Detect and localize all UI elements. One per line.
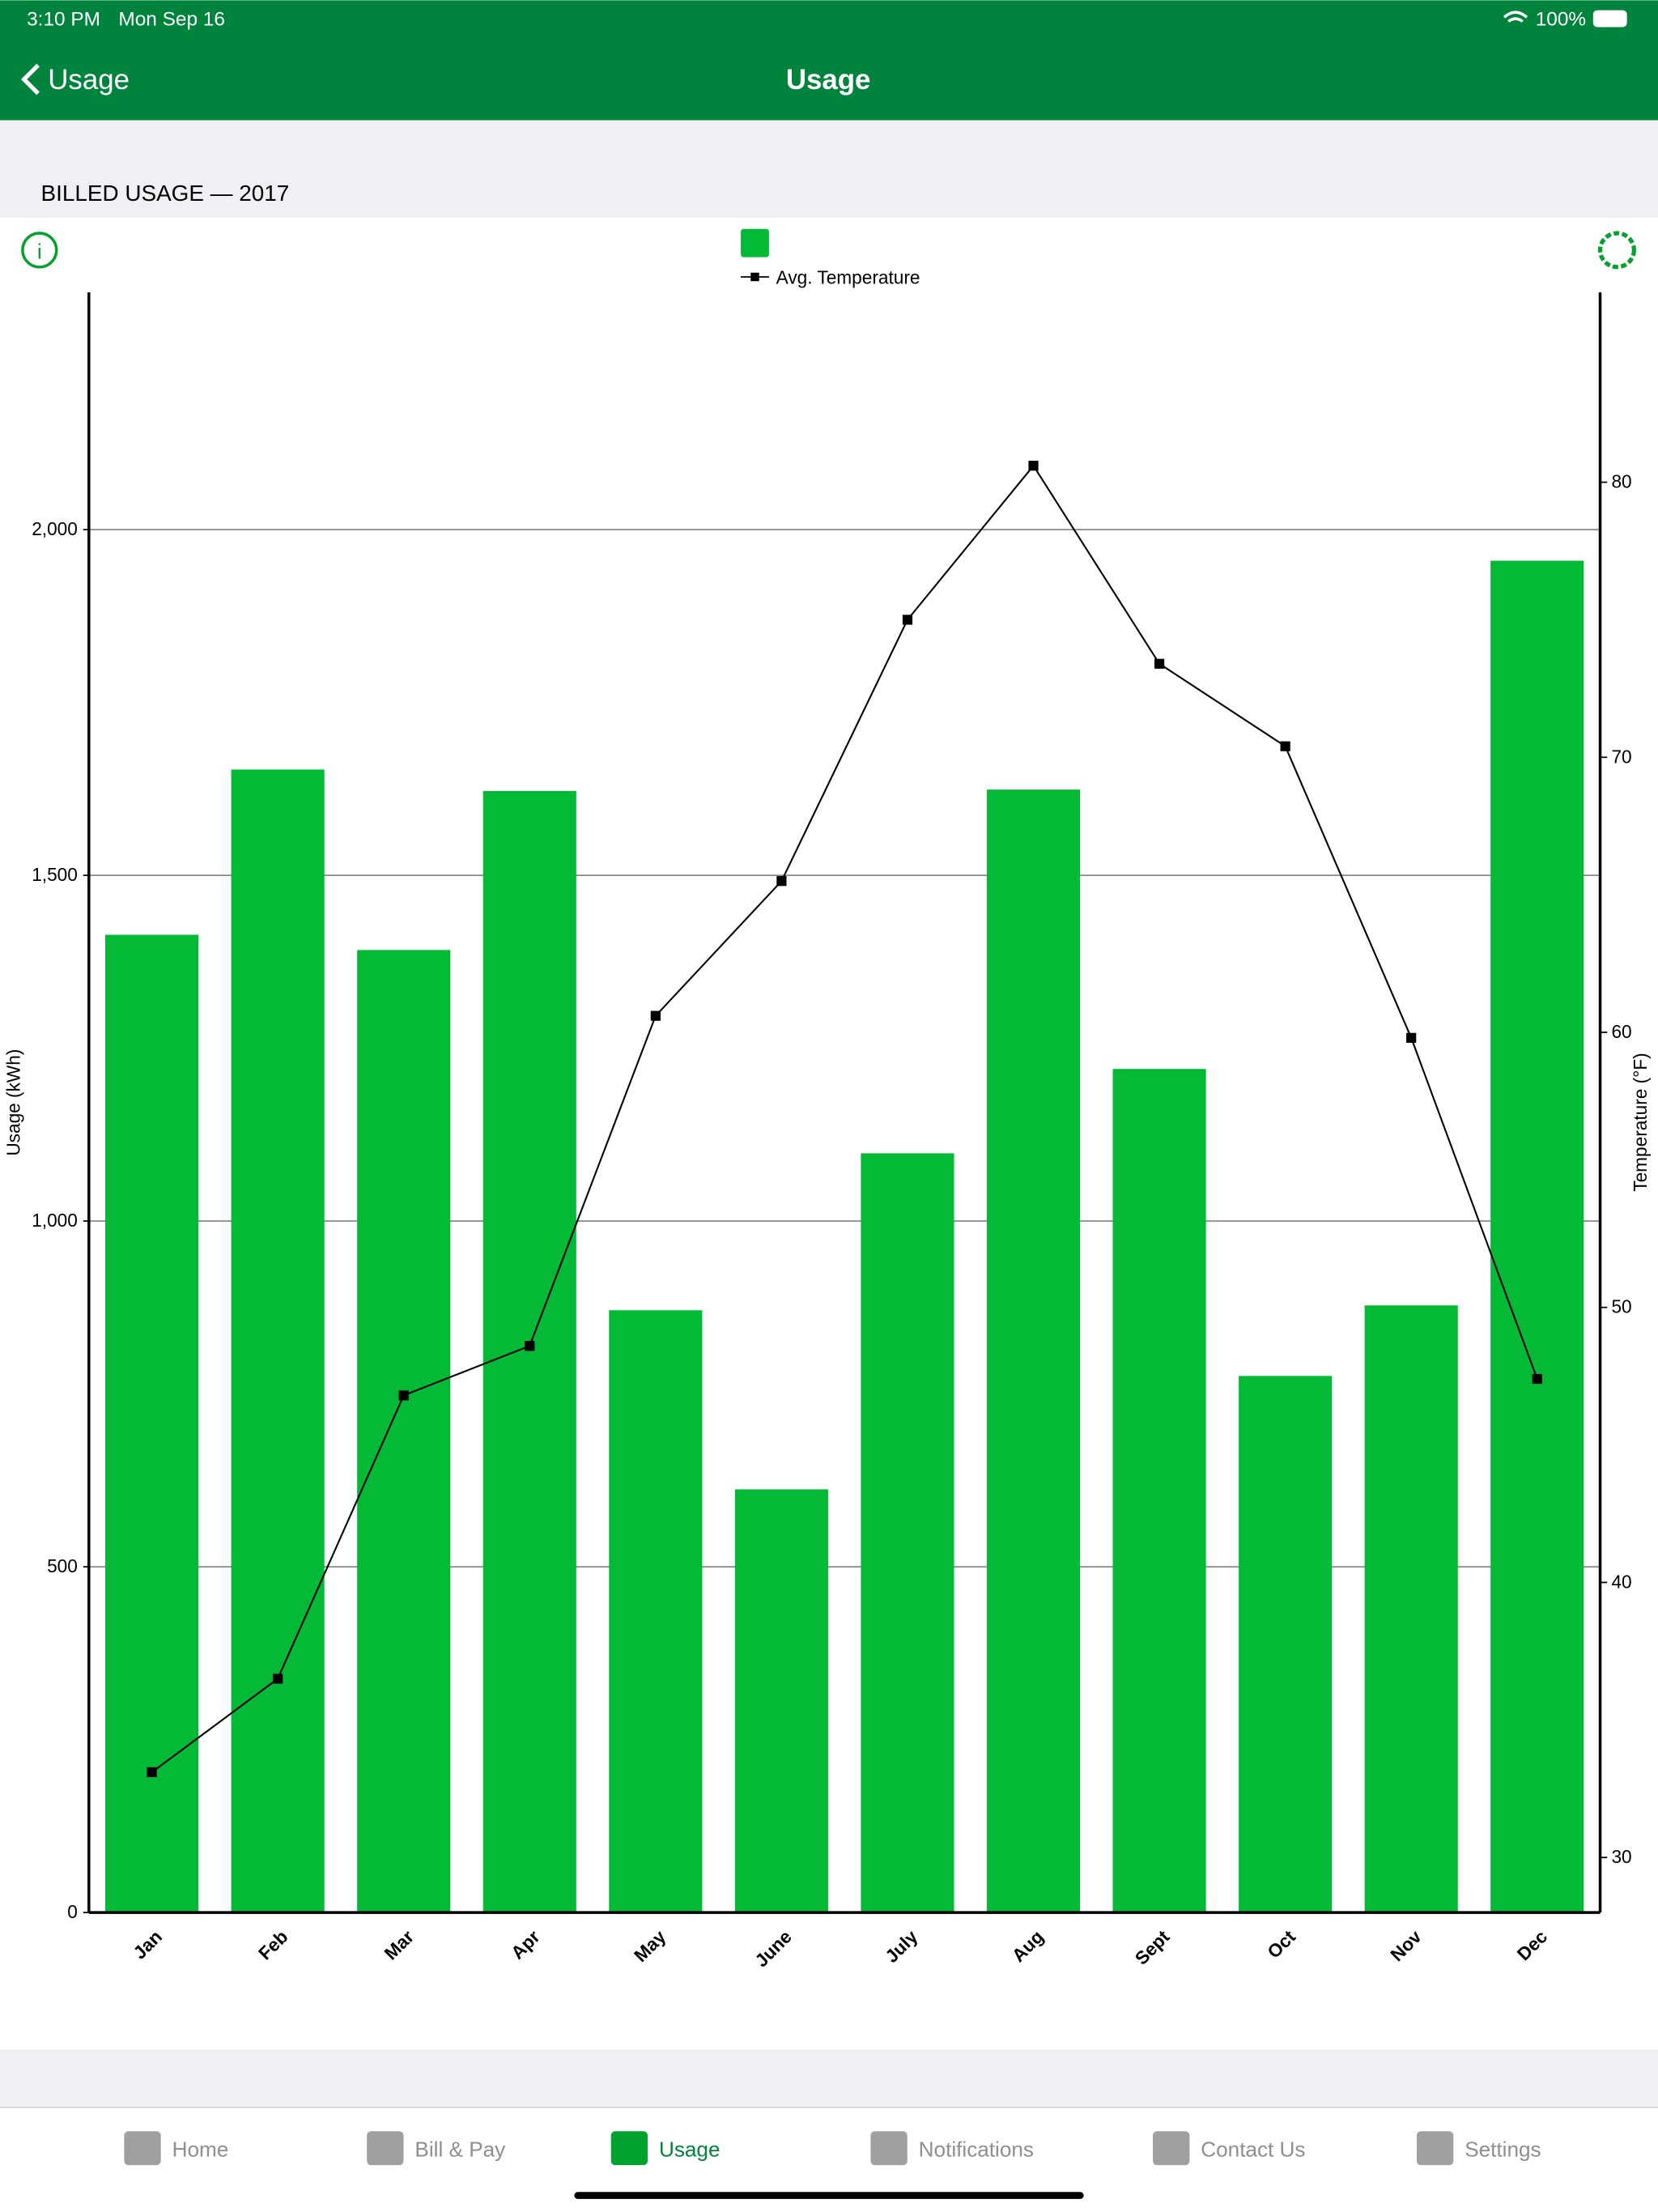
x-tick-label: Mar bbox=[380, 1926, 418, 1964]
bar bbox=[1364, 1305, 1458, 1913]
tab-label[interactable]: Bill & Pay bbox=[414, 2138, 506, 2162]
x-tick-label: Feb bbox=[254, 1926, 292, 1964]
tab-label[interactable]: Usage bbox=[659, 2138, 721, 2162]
tab-bar: Home Bill & Pay Usage Notifications Contact … bbox=[124, 2131, 1541, 2166]
battery-icon bbox=[1592, 10, 1627, 28]
bar bbox=[231, 769, 325, 1913]
x-tick-label: Oct bbox=[1263, 1925, 1299, 1962]
bar bbox=[1490, 560, 1584, 1913]
x-tick-label: Nov bbox=[1386, 1925, 1426, 1965]
bar bbox=[861, 1153, 954, 1913]
bar bbox=[734, 1489, 828, 1913]
legend-swatch bbox=[741, 228, 769, 257]
tab-label[interactable]: Settings bbox=[1465, 2138, 1541, 2162]
temperature-marker bbox=[1280, 741, 1290, 751]
info-button[interactable] bbox=[21, 232, 58, 269]
legend-marker bbox=[750, 272, 759, 282]
temperature-marker bbox=[902, 615, 913, 625]
temperature-line bbox=[151, 464, 1538, 1773]
back-button[interactable]: Usage bbox=[48, 64, 130, 96]
y2-tick-label: 30 bbox=[1611, 1846, 1631, 1867]
bar bbox=[483, 790, 576, 1913]
spacer bbox=[0, 2049, 1658, 2106]
tab-icon bbox=[1416, 2131, 1454, 2166]
temperature-marker bbox=[1406, 1032, 1417, 1043]
tab-label[interactable]: Home bbox=[172, 2138, 229, 2162]
temperature-marker bbox=[1028, 461, 1039, 471]
temperature-marker bbox=[650, 1010, 661, 1021]
x-tick-label: May bbox=[630, 1925, 670, 1966]
y-tick-label: 0 bbox=[67, 1901, 78, 1922]
back-chevron[interactable] bbox=[20, 63, 40, 96]
y2-axis-title: Temperature (°F) bbox=[1630, 1053, 1651, 1191]
temperature-marker bbox=[1154, 658, 1165, 669]
y-tick-label: 1,500 bbox=[32, 864, 78, 885]
y-axis-title: Usage (kWh) bbox=[2, 1049, 23, 1156]
home-indicator bbox=[574, 2192, 1084, 2199]
y-tick-label: 2,000 bbox=[32, 518, 78, 539]
bar bbox=[1112, 1069, 1206, 1913]
bar bbox=[1239, 1376, 1333, 1913]
y-tick-label: 500 bbox=[47, 1555, 78, 1576]
temperature-marker bbox=[1532, 1373, 1542, 1385]
tab-label[interactable]: Contact Us bbox=[1201, 2138, 1305, 2162]
tab-label[interactable]: Notifications bbox=[919, 2138, 1034, 2162]
bar bbox=[986, 789, 1081, 1913]
status-date: Mon Sep 16 bbox=[118, 9, 225, 31]
nav-bar bbox=[0, 0, 1658, 121]
temperature-marker bbox=[776, 876, 787, 887]
temperature-marker bbox=[525, 1341, 535, 1351]
y2-tick-label: 70 bbox=[1611, 746, 1631, 767]
y2-tick-label: 50 bbox=[1611, 1296, 1631, 1317]
bar bbox=[357, 950, 451, 1913]
x-tick-label: Sept bbox=[1130, 1925, 1173, 1968]
tab-icon bbox=[367, 2131, 404, 2166]
temperature-marker bbox=[398, 1390, 409, 1401]
y-tick-label: 1,000 bbox=[32, 1210, 78, 1231]
settings-chart-button[interactable] bbox=[1597, 231, 1636, 270]
x-tick-label: Aug bbox=[1007, 1926, 1048, 1967]
temperature-marker bbox=[273, 1674, 283, 1684]
tab-icon bbox=[1153, 2131, 1190, 2166]
y2-tick-label: 40 bbox=[1611, 1571, 1631, 1592]
section-header bbox=[0, 120, 1658, 218]
x-tick-label: Dec bbox=[1512, 1926, 1551, 1965]
status-time: 3:10 PM bbox=[27, 9, 100, 31]
nav-title: Usage bbox=[786, 64, 871, 96]
section-title: BILLED USAGE — 2017 bbox=[41, 181, 290, 206]
bar bbox=[609, 1310, 703, 1913]
status-battery: 100% bbox=[1536, 9, 1586, 31]
wifi-icon bbox=[1503, 11, 1528, 23]
legend-label: Avg. Temperature bbox=[776, 267, 920, 288]
x-tick-label: July bbox=[881, 1925, 922, 1967]
bar bbox=[105, 934, 199, 1913]
x-tick-label: Apr bbox=[507, 1926, 544, 1963]
tab-icon bbox=[124, 2131, 161, 2166]
y2-tick-label: 60 bbox=[1611, 1021, 1631, 1042]
chart: 0 500 1,000 1,500 2,000 30 40 50 60 70 80 Usage (kW… bbox=[2, 228, 1651, 1972]
info-icon: i bbox=[37, 239, 42, 263]
temperature-marker bbox=[147, 1767, 157, 1777]
tab-icon bbox=[870, 2131, 908, 2166]
x-tick-label: June bbox=[750, 1926, 796, 1972]
x-tick-label: Jan bbox=[129, 1926, 166, 1963]
y2-tick-label: 80 bbox=[1611, 471, 1631, 492]
tab-icon bbox=[610, 2131, 648, 2166]
